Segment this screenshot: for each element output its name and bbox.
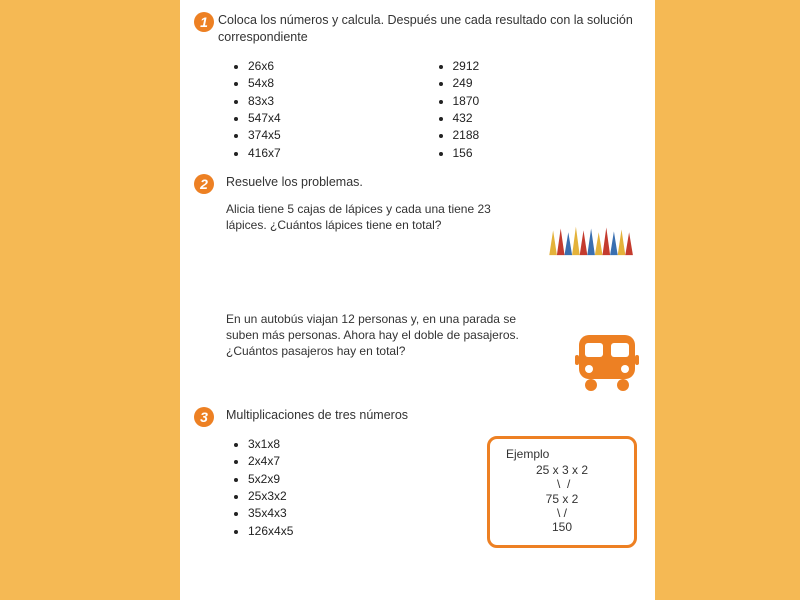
section-3-title: Multiplicaciones de tres números: [226, 407, 637, 424]
pencils-icon: [543, 219, 643, 257]
list-item: 5x2x9: [248, 471, 469, 488]
example-line2: 75 x 2: [506, 492, 618, 506]
list-item: 374x5: [248, 127, 433, 144]
badge-2: 2: [194, 174, 214, 194]
list-item: 26x6: [248, 58, 433, 75]
list-item: 1870: [453, 93, 638, 110]
list-item: 35x4x3: [248, 505, 469, 522]
list-item: 432: [453, 110, 638, 127]
section-1-right-list: 291224918704322188156: [433, 58, 638, 162]
list-item: 126x4x5: [248, 523, 469, 540]
problem-1-text: Alicia tiene 5 cajas de lápices y cada u…: [226, 201, 521, 233]
section-3-row: 3x1x82x4x75x2x925x3x235x4x3126x4x5 Ejemp…: [228, 436, 637, 548]
example-slash1: \ /: [506, 477, 618, 491]
list-item: 156: [453, 145, 638, 162]
problem-2-text: En un autobús viajan 12 personas y, en u…: [226, 311, 521, 360]
example-line1: 25 x 3 x 2: [506, 463, 618, 477]
list-item: 3x1x8: [248, 436, 469, 453]
badge-3: 3: [194, 407, 214, 427]
list-item: 416x7: [248, 145, 433, 162]
badge-1: 1: [194, 12, 214, 32]
section-1-right-col: 291224918704322188156: [433, 58, 638, 162]
section-1-columns: 26x654x883x3547x4374x5416x7 291224918704…: [228, 58, 637, 162]
section-1-left-list: 26x654x883x3547x4374x5416x7: [228, 58, 433, 162]
list-item: 2x4x7: [248, 453, 469, 470]
list-item: 249: [453, 75, 638, 92]
problem-1-row: Alicia tiene 5 cajas de lápices y cada u…: [198, 201, 637, 283]
list-item: 54x8: [248, 75, 433, 92]
list-item: 547x4: [248, 110, 433, 127]
list-item: 25x3x2: [248, 488, 469, 505]
example-slash2: \ /: [506, 506, 618, 520]
section-3-list: 3x1x82x4x75x2x925x3x235x4x3126x4x5: [228, 436, 469, 540]
list-item: 2188: [453, 127, 638, 144]
example-label: Ejemplo: [506, 447, 618, 461]
list-item: 83x3: [248, 93, 433, 110]
worksheet-page: 1 Coloca los números y calcula. Después …: [180, 0, 655, 600]
problem-2-row: En un autobús viajan 12 personas y, en u…: [198, 311, 637, 393]
section-2-title: Resuelve los problemas.: [226, 174, 637, 191]
section-1-title: Coloca los números y calcula. Después un…: [218, 12, 637, 46]
bus-icon: [571, 325, 643, 397]
example-box: Ejemplo 25 x 3 x 2 \ / 75 x 2 \ / 150: [487, 436, 637, 548]
example-line3: 150: [506, 520, 618, 534]
section-2: 2 Resuelve los problemas. Alicia tiene 5…: [198, 174, 637, 393]
section-1: 1 Coloca los números y calcula. Después …: [198, 12, 637, 162]
section-3: 3 Multiplicaciones de tres números 3x1x8…: [198, 407, 637, 548]
section-1-left-col: 26x654x883x3547x4374x5416x7: [228, 58, 433, 162]
list-item: 2912: [453, 58, 638, 75]
